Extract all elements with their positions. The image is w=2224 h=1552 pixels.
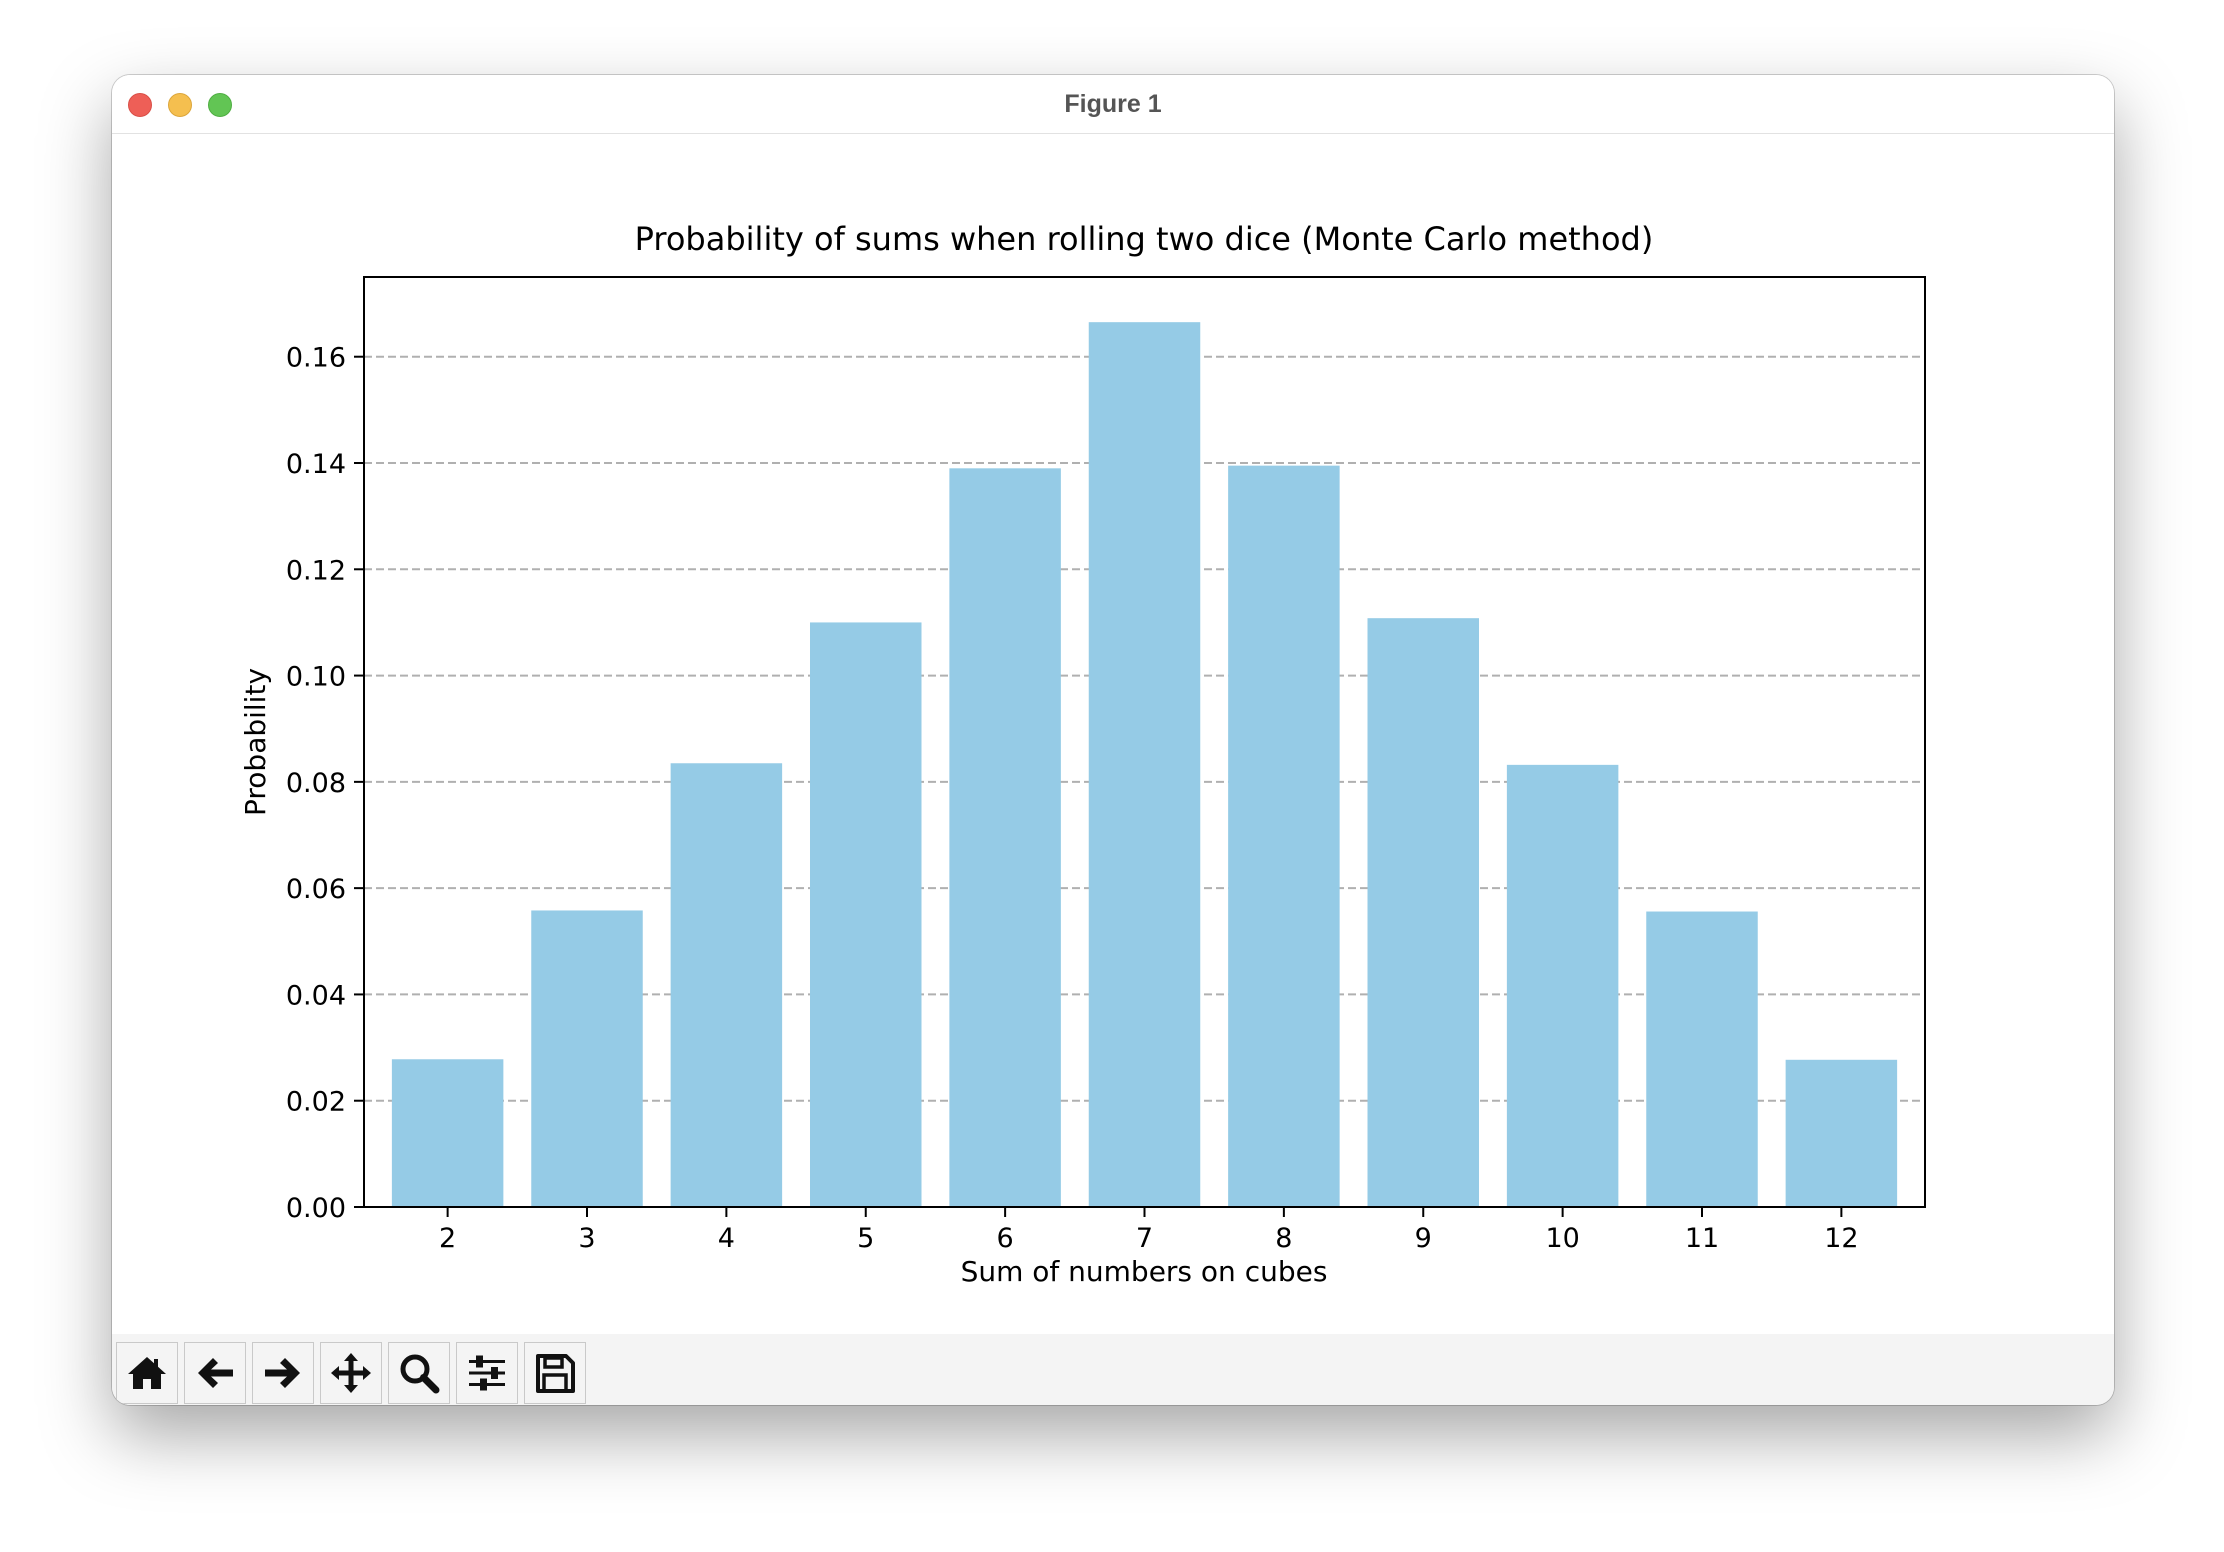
close-button[interactable]	[128, 93, 152, 117]
x-tick-label: 3	[578, 1223, 595, 1254]
bar-chart: Probability of sums when rolling two dic…	[239, 220, 1926, 1288]
x-tick-label: 8	[1275, 1223, 1292, 1254]
y-tick-label: 0.06	[286, 874, 346, 905]
bar-11	[1646, 911, 1758, 1207]
back-button[interactable]	[184, 1342, 246, 1404]
bar-8	[1228, 465, 1340, 1208]
x-tick-label: 11	[1685, 1223, 1719, 1254]
x-tick-label: 12	[1824, 1223, 1858, 1254]
y-tick-label: 0.02	[286, 1087, 346, 1118]
save-button[interactable]	[524, 1342, 586, 1404]
bar-12	[1785, 1059, 1898, 1207]
bar-6	[949, 468, 1061, 1207]
zoom-window-button[interactable]	[208, 93, 232, 117]
forward-icon	[265, 1358, 300, 1388]
home-icon	[128, 1357, 166, 1389]
x-tick-label: 6	[997, 1223, 1014, 1254]
pan-button[interactable]	[320, 1342, 382, 1404]
bar-4	[670, 763, 783, 1207]
bar-2	[391, 1059, 504, 1207]
x-tick-label: 5	[857, 1223, 874, 1254]
bar-3	[531, 910, 643, 1207]
y-tick-label: 0.10	[286, 662, 346, 693]
title-bar: Figure 1	[112, 75, 2114, 134]
x-tick-label: 2	[439, 1223, 456, 1254]
back-icon	[198, 1358, 233, 1388]
window-title: Figure 1	[1064, 90, 1162, 118]
forward-button[interactable]	[252, 1342, 314, 1404]
chart-title: Probability of sums when rolling two dic…	[635, 220, 1654, 258]
bar-7	[1088, 322, 1201, 1207]
pan-icon	[331, 1353, 371, 1393]
bars	[391, 322, 1898, 1208]
figure-window: Figure 1 Probability of sums when rollin…	[112, 75, 2114, 1405]
bar-5	[810, 622, 922, 1207]
figure-canvas[interactable]: Probability of sums when rolling two dic…	[112, 134, 2114, 1334]
y-axis-ticks: 0.00 0.02 0.04 0.06 0.08 0.10 0.12 0.14 0.16	[286, 343, 364, 1224]
x-tick-label: 9	[1415, 1223, 1432, 1254]
minimize-button[interactable]	[168, 93, 192, 117]
bar-9	[1367, 618, 1479, 1207]
zoom-button[interactable]	[388, 1342, 450, 1404]
y-tick-label: 0.00	[286, 1193, 346, 1224]
zoom-icon	[400, 1354, 440, 1394]
y-tick-label: 0.12	[286, 555, 346, 586]
configure-subplots-button[interactable]	[456, 1342, 518, 1404]
x-tick-label: 4	[718, 1223, 735, 1254]
configure-subplots-icon	[469, 1355, 505, 1391]
y-tick-label: 0.04	[286, 980, 346, 1011]
bar-10	[1506, 764, 1619, 1207]
home-button[interactable]	[116, 1342, 178, 1404]
x-axis-ticks: 2 3 4 5 6 7 8 9 10 11 12	[439, 1207, 1859, 1254]
y-tick-label: 0.08	[286, 768, 346, 799]
y-axis-label: Probability	[239, 668, 272, 816]
y-tick-label: 0.16	[286, 343, 346, 374]
x-tick-label: 7	[1136, 1223, 1153, 1254]
x-tick-label: 10	[1545, 1223, 1579, 1254]
navigation-toolbar	[112, 1334, 2114, 1405]
y-tick-label: 0.14	[286, 449, 346, 480]
x-axis-label: Sum of numbers on cubes	[961, 1255, 1328, 1288]
save-icon	[536, 1354, 575, 1393]
